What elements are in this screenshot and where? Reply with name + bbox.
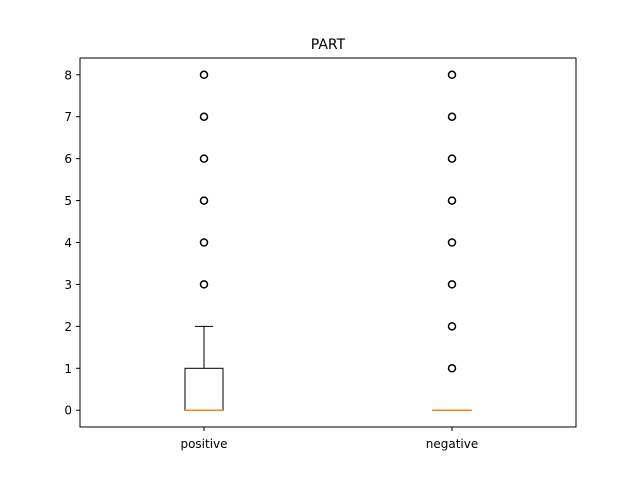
axes-frame (79, 57, 577, 428)
y-tick-label: 1 (64, 362, 72, 376)
y-tick-label: 5 (64, 194, 72, 208)
flier-point (199, 238, 209, 247)
flier-point (447, 112, 457, 121)
box-positive (184, 70, 224, 411)
flier-point (447, 70, 457, 80)
iqr-box (184, 367, 224, 411)
y-tick-label: 4 (64, 236, 72, 250)
y-tick-label: 6 (64, 152, 72, 166)
flier-point (447, 364, 457, 373)
chart-title: PART (311, 37, 346, 53)
x-tick-label: negative (426, 437, 478, 451)
y-tick-label: 0 (64, 404, 72, 418)
box-negative (432, 70, 472, 411)
flier-point (447, 322, 457, 331)
flier-point (199, 70, 209, 80)
flier-point (199, 196, 209, 205)
flier-point (447, 280, 457, 289)
x-tick-label: positive (180, 437, 227, 451)
y-tick-label: 2 (64, 320, 72, 334)
flier-point (447, 196, 457, 205)
y-tick-label: 7 (64, 110, 72, 124)
flier-point (199, 280, 209, 289)
y-tick-label: 8 (64, 68, 72, 82)
flier-point (447, 238, 457, 247)
flier-point (199, 154, 209, 163)
y-tick-label: 3 (64, 278, 72, 292)
flier-point (199, 112, 209, 121)
flier-point (447, 154, 457, 163)
